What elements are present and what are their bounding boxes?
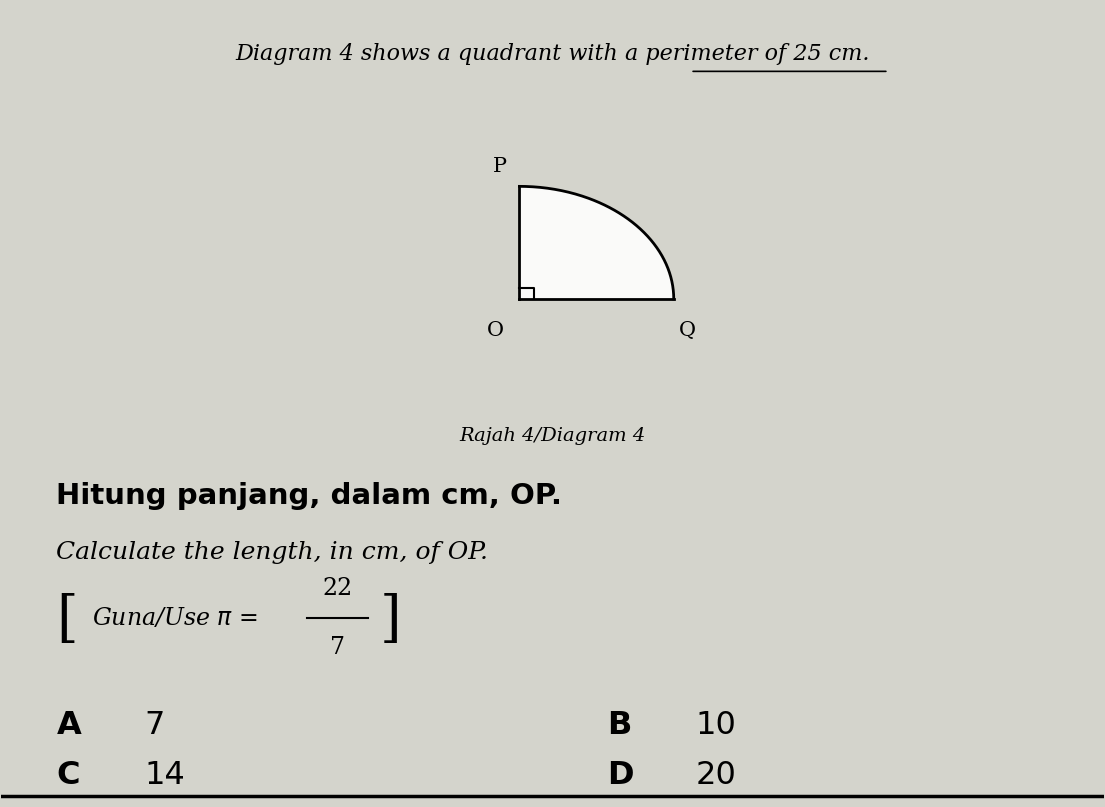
Text: 22: 22 [323, 577, 352, 600]
Text: 20: 20 [696, 759, 737, 791]
Text: C: C [56, 759, 80, 791]
Text: ]: ] [379, 593, 401, 648]
Text: 7: 7 [145, 709, 165, 741]
Text: 10: 10 [696, 709, 737, 741]
Text: D: D [608, 759, 634, 791]
Text: 14: 14 [145, 759, 186, 791]
Text: [: [ [56, 593, 78, 648]
Text: P: P [493, 157, 506, 176]
Text: Guna/Use $\pi$ =: Guna/Use $\pi$ = [92, 606, 260, 630]
Polygon shape [519, 186, 674, 299]
Text: Rajah 4/Diagram 4: Rajah 4/Diagram 4 [460, 427, 645, 445]
Text: Q: Q [678, 320, 695, 340]
Text: B: B [608, 709, 632, 741]
Text: Calculate the length, in cm, of OP.: Calculate the length, in cm, of OP. [56, 541, 488, 564]
Text: Diagram 4 shows a quadrant with a perimeter of 25 cm.: Diagram 4 shows a quadrant with a perime… [235, 43, 870, 65]
Text: Hitung panjang, dalam cm, OP.: Hitung panjang, dalam cm, OP. [56, 482, 562, 510]
Text: O: O [486, 320, 504, 340]
Text: 7: 7 [330, 636, 345, 659]
Text: A: A [56, 709, 82, 741]
